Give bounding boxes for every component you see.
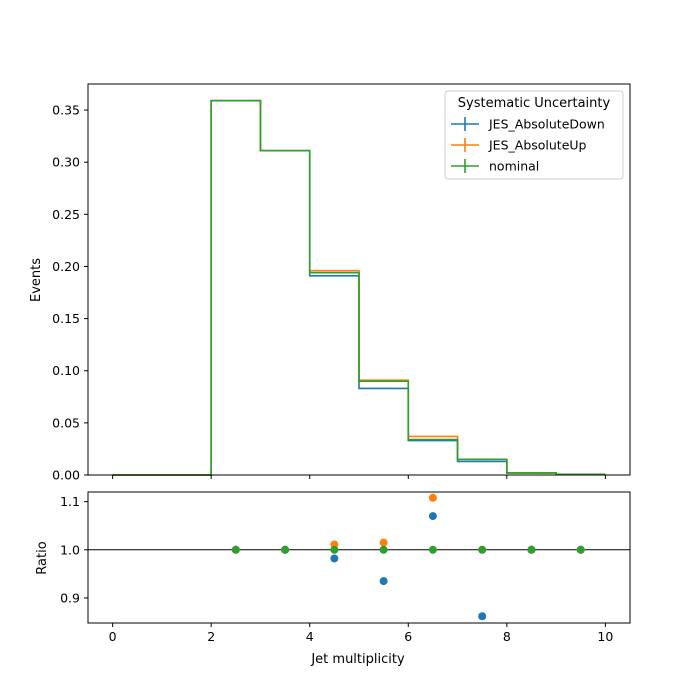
- main-y-tick-label: 0.35: [52, 103, 80, 118]
- ratio-point-JES_AbsoluteUp: [379, 538, 388, 547]
- main-y-tick-label: 0.25: [52, 207, 80, 222]
- ratio-point-JES_AbsoluteDown: [478, 612, 487, 621]
- ratio-y-tick-label: 0.9: [60, 590, 80, 605]
- ratio-point-nominal: [527, 545, 536, 554]
- legend-item-JES_AbsoluteUp: JES_AbsoluteUp: [451, 138, 587, 153]
- ratio-point-JES_AbsoluteUp: [428, 493, 437, 502]
- main-y-tick-label: 0.20: [52, 259, 80, 274]
- legend: Systematic Uncertainty JES_AbsoluteDown J…: [444, 90, 624, 180]
- ratio-point-nominal: [428, 545, 437, 554]
- ratio-point-nominal: [478, 545, 487, 554]
- main-y-tick-label: 0.05: [52, 415, 80, 430]
- x-axis-label: Jet multiplicity: [310, 652, 405, 667]
- x-tick-label: 10: [597, 629, 613, 644]
- main-y-tick-label: 0.30: [52, 155, 80, 170]
- legend-box: [444, 90, 624, 180]
- main-plot-frame: [87, 83, 631, 476]
- legend-label: JES_AbsoluteUp: [488, 138, 587, 153]
- main-plot-panel: 0.000.050.100.150.200.250.300.35 Events …: [29, 83, 631, 483]
- ratio-point-nominal: [379, 545, 388, 554]
- x-tick-label: 6: [404, 629, 412, 644]
- main-y-axis-label: Events: [29, 258, 44, 302]
- ratio-y-tick-label: 1.1: [60, 494, 80, 509]
- ratio-point-JES_AbsoluteDown: [428, 512, 437, 521]
- ratio-point-JES_AbsoluteDown: [330, 554, 339, 563]
- main-y-tick-label: 0.00: [52, 468, 80, 483]
- step-series-nominal: [112, 99, 606, 476]
- x-tick-label: 2: [207, 629, 215, 644]
- legend-label: JES_AbsoluteDown: [488, 117, 605, 132]
- x-tick-label: 4: [306, 629, 314, 644]
- main-y-tick-label: 0.15: [52, 311, 80, 326]
- ratio-point-nominal: [281, 545, 290, 554]
- legend-item-nominal: nominal: [451, 159, 539, 174]
- legend-title: Systematic Uncertainty: [458, 96, 611, 111]
- ratio-point-JES_AbsoluteDown: [379, 577, 388, 586]
- main-y-tick-label: 0.10: [52, 363, 80, 378]
- x-tick-label: 0: [109, 629, 117, 644]
- ratio-point-nominal: [330, 545, 339, 554]
- ratio-y-axis-label: Ratio: [35, 541, 50, 574]
- ratio-point-nominal: [231, 545, 240, 554]
- legend-label: nominal: [489, 159, 539, 174]
- ratio-plot-frame: [87, 491, 631, 624]
- legend-item-JES_AbsoluteDown: JES_AbsoluteDown: [451, 117, 605, 132]
- ratio-y-tick-label: 1.0: [60, 542, 80, 557]
- ratio-plot-area: [88, 492, 630, 623]
- ratio-point-nominal: [576, 545, 585, 554]
- x-tick-label: 8: [503, 629, 511, 644]
- ratio-plot-panel: 0.9 1.0 1.1 0 2 4 6 8 10 Ratio Jet multiplicity: [35, 491, 631, 667]
